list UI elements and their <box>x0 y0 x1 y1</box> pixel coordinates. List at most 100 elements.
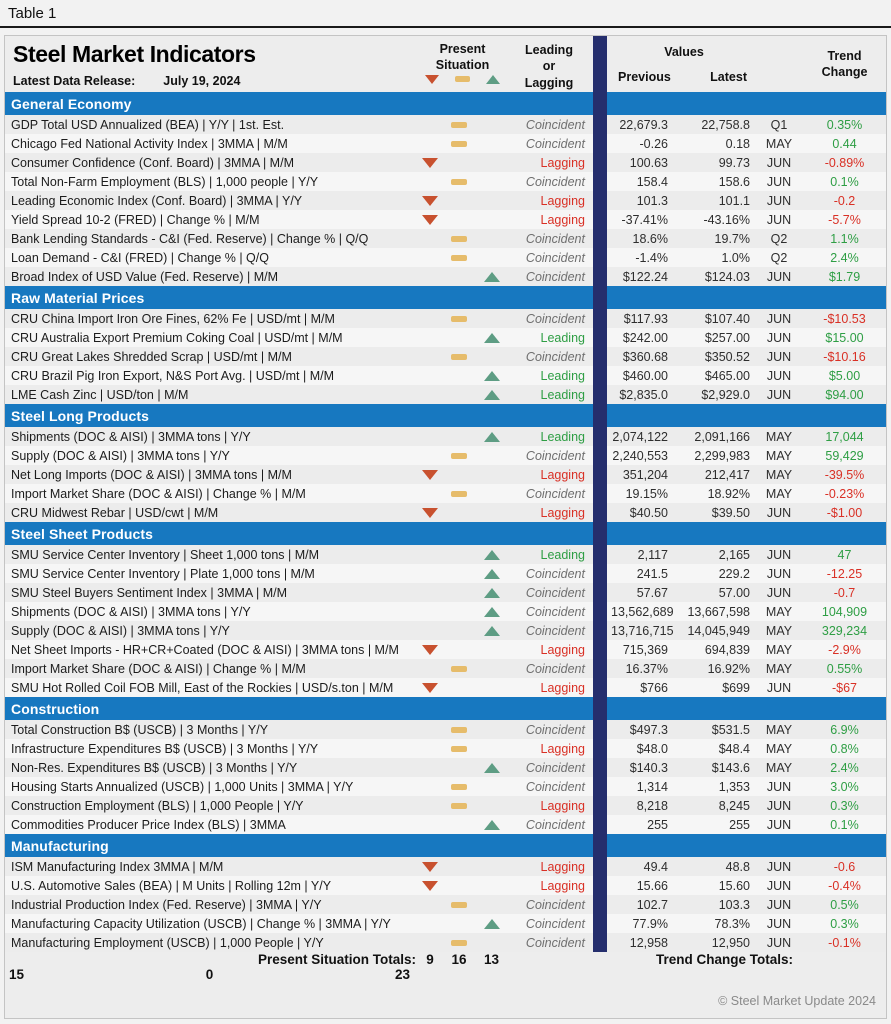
header-title-block: Steel Market Indicators Latest Data Rele… <box>5 36 416 92</box>
present-situation-down-cell <box>416 484 444 503</box>
latest-value: $2,929.0 <box>701 387 750 402</box>
present-situation-flat-cell <box>444 210 474 229</box>
previous-value: 158.4 <box>636 174 668 189</box>
trend-change-value: 47 <box>837 547 852 562</box>
indicator-label: Bank Lending Standards - C&I (Fed. Reser… <box>11 231 369 246</box>
trend-change-value: -0.7 <box>833 585 856 600</box>
classification-label: Lagging <box>540 505 586 520</box>
indicator-label: LME Cash Zinc | USD/ton | M/M <box>11 387 189 402</box>
indicator-label: Net Sheet Imports - HR+CR+Coated (DOC & … <box>11 642 399 657</box>
present-situation-down-cell <box>416 309 444 328</box>
latest-value: 694,839 <box>704 642 750 657</box>
indicator-label: U.S. Automotive Sales (BEA) | M Units | … <box>11 878 332 893</box>
period-label: JUN <box>766 349 792 364</box>
present-situation-up-cell <box>474 484 509 503</box>
indicator-row: Chicago Fed National Activity Index | 3M… <box>5 134 886 153</box>
copyright-notice: © Steel Market Update 2024 <box>718 994 876 1008</box>
indicator-row: SMU Steel Buyers Sentiment Index | 3MMA … <box>5 583 886 602</box>
flat-dash-icon <box>451 783 467 790</box>
previous-value: 15.66 <box>636 878 668 893</box>
period-label: Q2 <box>770 231 788 246</box>
classification-label: Lagging <box>540 212 586 227</box>
column-header-latest: Latest <box>710 70 747 84</box>
indicator-label: Non-Res. Expenditures B$ (USCB) | 3 Mont… <box>11 760 298 775</box>
values-label: Values <box>664 45 704 59</box>
previous-value: 16.37% <box>625 661 668 676</box>
indicator-row: Commodities Producer Price Index (BLS) |… <box>5 815 886 834</box>
present-situation-down-cell <box>416 876 444 895</box>
present-situation-down-cell <box>416 720 444 739</box>
present-situation-flat-cell <box>444 385 474 404</box>
previous-value: 102.7 <box>636 897 668 912</box>
classification-label: Lagging <box>540 859 586 874</box>
classification-label: Lagging <box>540 467 586 482</box>
trend-change-value: 0.44 <box>832 136 857 151</box>
previous-value: $140.3 <box>629 760 668 775</box>
trend-change-value: 0.3% <box>830 798 859 813</box>
flat-dash-icon <box>451 178 467 185</box>
present-situation-down-cell <box>416 777 444 796</box>
column-header-present-situation: Present Situation <box>416 36 509 92</box>
indicator-label: Net Long Imports (DOC & AISI) | 3MMA ton… <box>11 467 292 482</box>
latest-value: 255 <box>729 817 750 832</box>
present-situation-down-cell <box>416 229 444 248</box>
trend-change-value: 0.55% <box>826 661 863 676</box>
trend-change-value: 59,429 <box>825 448 864 463</box>
present-situation-flat-cell <box>444 564 474 583</box>
classification-label: Coincident <box>525 448 585 463</box>
up-triangle-icon <box>486 74 500 84</box>
present-situation-up-cell <box>474 465 509 484</box>
present-situation-up-cell <box>474 134 509 153</box>
indicator-row: Housing Starts Annualized (USCB) | 1,000… <box>5 777 886 796</box>
period-label: MAY <box>765 448 793 463</box>
present-situation-up-cell <box>474 602 509 621</box>
present-situation-flat-cell <box>444 248 474 267</box>
present-situation-flat-cell <box>444 933 474 952</box>
previous-value: 241.5 <box>636 566 668 581</box>
latest-value: 1,353 <box>718 779 750 794</box>
latest-value: -43.16% <box>703 212 750 227</box>
trend-change-value: 329,234 <box>821 623 868 638</box>
classification-label: Coincident <box>525 897 585 912</box>
section-header: Steel Sheet Products <box>5 522 886 545</box>
trend-change-value: 2.4% <box>830 250 859 265</box>
section-header: Raw Material Prices <box>5 286 886 309</box>
previous-value: $48.0 <box>636 741 668 756</box>
trend-change-value: 0.35% <box>826 117 863 132</box>
present-situation-flat-cell <box>444 427 474 446</box>
period-label: MAY <box>765 467 793 482</box>
indicator-label: Import Market Share (DOC & AISI) | Chang… <box>11 486 306 501</box>
present-situation-down-cell <box>416 602 444 621</box>
trend-change-value: 3.0% <box>830 779 859 794</box>
section-title: Steel Long Products <box>11 407 150 424</box>
latest-value: 57.00 <box>718 585 750 600</box>
indicator-row: Net Sheet Imports - HR+CR+Coated (DOC & … <box>5 640 886 659</box>
latest-value: 48.8 <box>725 859 750 874</box>
up-triangle-icon <box>483 389 500 400</box>
period-label: MAY <box>765 486 793 501</box>
present-situation-flat-cell <box>444 446 474 465</box>
indicator-label: GDP Total USD Annualized (BEA) | Y/Y | 1… <box>11 117 285 132</box>
indicator-row: CRU Great Lakes Shredded Scrap | USD/mt … <box>5 347 886 366</box>
flat-dash-icon <box>451 315 467 322</box>
indicator-row: Construction Employment (BLS) | 1,000 Pe… <box>5 796 886 815</box>
classification-label: Coincident <box>525 661 585 676</box>
up-triangle-icon <box>483 625 500 636</box>
latest-value: $107.40 <box>704 311 750 326</box>
trend-change-value: -12.25 <box>826 566 863 581</box>
trend-change-value: 0.1% <box>830 174 859 189</box>
up-triangle-icon <box>483 332 500 343</box>
latest-value: 19.7% <box>714 231 750 246</box>
present-situation-down-cell <box>416 739 444 758</box>
present-situation-down-cell <box>416 815 444 834</box>
present-situation-up-cell <box>474 564 509 583</box>
present-situation-up-cell <box>474 640 509 659</box>
latest-value: 14,045,949 <box>687 623 750 638</box>
period-label: JUN <box>766 387 792 402</box>
classification-label: Coincident <box>525 311 585 326</box>
section-header: General Economy <box>5 92 886 115</box>
indicator-label: CRU Great Lakes Shredded Scrap | USD/mt … <box>11 349 292 364</box>
present-situation-down-cell <box>416 564 444 583</box>
trend-change-value: -0.2 <box>833 193 856 208</box>
present-situation-flat-cell <box>444 720 474 739</box>
